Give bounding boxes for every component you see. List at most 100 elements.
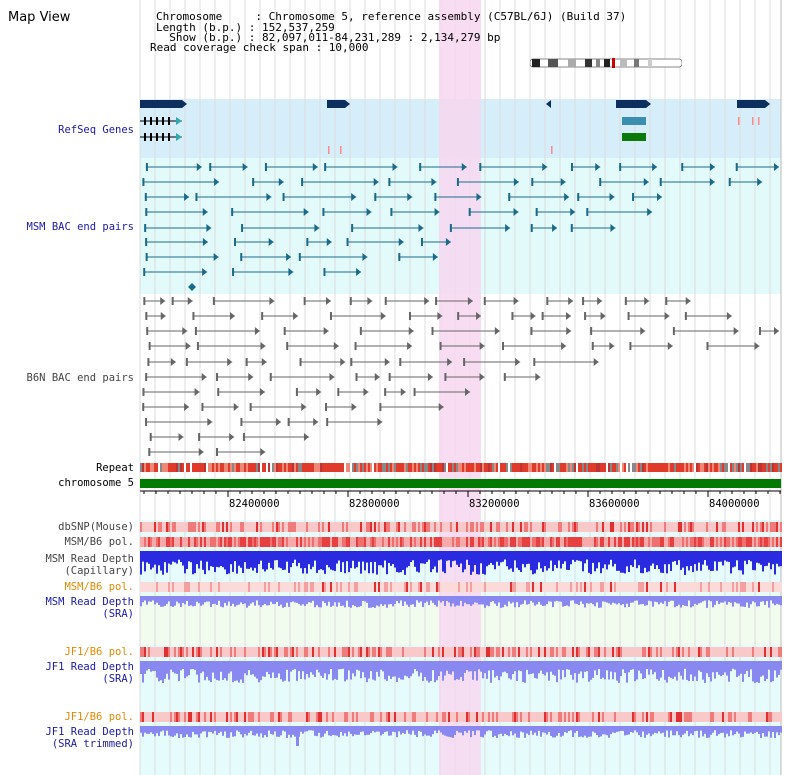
heat-cell [646,522,648,532]
heat-cell [528,522,530,532]
depth-bar [694,726,696,732]
track-label-msm-read-depth-capillary[interactable]: MSM Read Depth [45,553,134,565]
track-label-jf1-read-depth-trimmed[interactable]: JF1 Read Depth [45,726,134,738]
track-label-refseq[interactable]: RefSeq Genes [58,124,134,136]
repeat-segment [424,463,426,472]
gene-exon [150,117,152,125]
heat-cell [450,582,452,592]
depth-bar [358,726,360,735]
bac-end-left [145,373,148,381]
depth-bar [370,661,372,672]
depth-bar [230,726,232,733]
heat-cell [382,537,384,547]
heat-cell [614,647,616,657]
depth-bar [520,661,522,672]
track-label-b6n-bac[interactable]: B6N BAC end pairs [26,372,134,384]
depth-bar [294,661,296,670]
track-label-msm-b6-pol-1[interactable]: MSM/B6 pol. [64,536,134,548]
depth-bar [366,661,368,683]
track-label-jf1-read-depth-sra[interactable]: JF1 Read Depth [45,661,134,673]
depth-bar [446,551,448,561]
chromosome-ideogram[interactable] [529,53,683,68]
depth-bar [754,726,756,733]
repeat-segment [168,463,170,472]
depth-bar [764,726,766,737]
heat-cell [640,522,642,532]
heat-cell [486,712,488,722]
depth-bar [494,661,496,678]
depth-bar [586,551,588,560]
heat-cell [258,537,260,547]
depth-bar [240,661,242,680]
track-label-jf1-b6-pol-1[interactable]: JF1/B6 pol. [64,646,134,658]
heat-cell [434,537,436,547]
heat-cell [246,522,248,532]
heat-cell [624,712,626,722]
heat-cell [334,712,336,722]
depth-bar [568,661,570,670]
depth-bar [454,661,456,681]
heat-cell [624,537,626,547]
heat-cell [382,522,384,532]
repeat-segment [548,463,550,472]
depth-bar [418,726,420,731]
depth-bar [556,596,558,601]
heat-cell [422,582,424,592]
depth-bar [316,596,318,606]
heat-cell [632,537,634,547]
heat-cell [286,522,288,532]
repeat-segment [702,463,704,472]
heat-cell [314,537,316,547]
track-label-repeat[interactable]: Repeat [96,462,134,474]
gene-exon [168,133,170,141]
heat-cell [402,522,404,532]
heat-cell [696,647,698,657]
heat-cell [194,537,196,547]
depth-bar [622,596,624,605]
depth-bar [760,661,762,677]
heat-cell [520,522,522,532]
heat-cell [592,647,594,657]
depth-bar [302,661,304,672]
heat-cell [350,712,352,722]
depth-bar [244,726,246,734]
bac-end-left [758,327,761,335]
chromosome-bar [140,479,781,488]
heat-cell [586,712,588,722]
depth-bar [364,726,366,736]
depth-bar [702,551,704,565]
repeat-segment [398,463,400,472]
heat-cell [404,582,406,592]
heat-cell [264,582,266,592]
track-label-jf1-b6-pol-2[interactable]: JF1/B6 pol. [64,711,134,723]
heat-cell [346,582,348,592]
heat-cell [224,582,226,592]
heat-cell [578,537,580,547]
depth-bar [632,661,634,670]
heat-cell [604,537,606,547]
repeat-segment [444,463,446,472]
heat-cell [490,582,492,592]
heat-cell [272,582,274,592]
heat-cell [520,647,522,657]
depth-bar [458,726,460,733]
heat-cell [724,522,726,532]
depth-bar [294,726,296,737]
heat-cell [590,537,592,547]
depth-bar [160,726,162,732]
bac-end-right [467,297,473,305]
depth-bar [250,661,252,675]
heat-cell [244,522,246,532]
track-label-msm-bac[interactable]: MSM BAC end pairs [26,221,134,233]
heat-cell [604,647,606,657]
heat-cell [448,647,450,657]
heat-cell [186,537,188,547]
depth-bar [658,661,660,681]
track-label-msm-read-depth-sra[interactable]: MSM Read Depth [45,596,134,608]
depth-bar [718,661,720,675]
track-label-dbsnp[interactable]: dbSNP(Mouse) [58,521,134,533]
track-label-msm-b6-pol-2[interactable]: MSM/B6 pol. [64,581,134,593]
bac-end-left [665,297,668,305]
